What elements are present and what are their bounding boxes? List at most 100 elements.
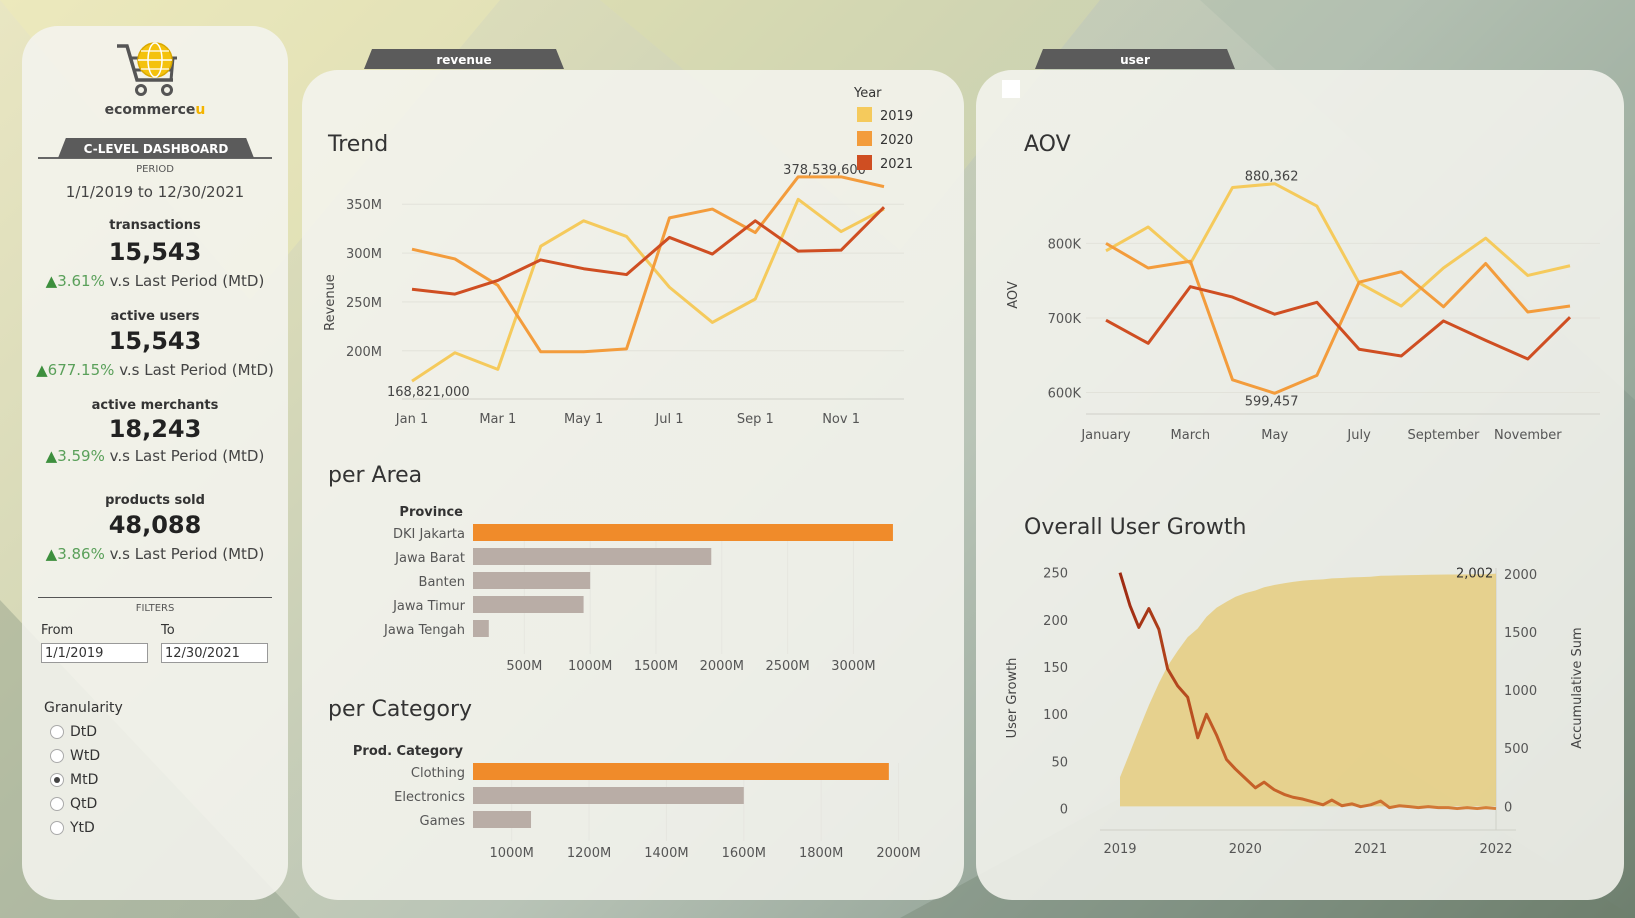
bar-electronics [473,787,744,804]
x-tick-label: 2000M [876,846,920,861]
y-axis-label: Revenue [323,274,338,331]
granularity-option-ytd[interactable]: YtD [50,818,95,838]
radio-icon [50,821,64,835]
series-line-2020 [1105,242,1571,395]
from-label: From [41,623,74,638]
kpi-label: products sold [105,493,205,508]
sidebar-panel [22,26,288,900]
filters-label: FILTERS [135,603,175,614]
radio-icon [50,725,64,739]
category-label: Clothing [411,766,465,781]
kpi-change-suffix: v.s Last Period (MtD) [109,272,265,290]
granularity-option-mtd[interactable]: MtD [50,770,98,790]
filters-divider [38,597,272,598]
checkbox-icon[interactable] [1002,80,1020,98]
kpi-label: active users [110,309,200,324]
granularity-option-dtd[interactable]: DtD [50,722,97,742]
y2-tick-label: 2000 [1504,568,1537,583]
x-tick-label: January [1080,428,1131,443]
bar-games [473,811,532,828]
x-tick-label: July [1346,428,1371,443]
kpi-change: ▲3.86% v.s Last Period (MtD) [22,545,288,563]
y2-tick-label: 1000 [1504,684,1537,699]
series-line-2019 [411,197,885,383]
x-tick-label: September [1408,428,1481,443]
y-tick-label: 200 [1043,614,1068,629]
x-tick-label: 2022 [1479,842,1512,857]
aov-chart: 600K 700K 800K AOV January March May July Septem… [1006,170,1600,443]
legend-label: 2019 [880,109,913,124]
radio-selected-icon [50,773,64,787]
max-annotation: 880,362 [1245,170,1299,185]
tab-revenue[interactable]: revenue [364,49,564,69]
y2-tick-label: 0 [1504,800,1512,815]
category-label: Jawa Timur [392,599,466,614]
radio-icon [50,797,64,811]
y2-tick-label: 1500 [1504,626,1537,641]
cumulative-area [1120,573,1496,807]
period-label: PERIOD [136,164,174,175]
x-tick-label: 1000M [490,846,534,861]
kpi-label: transactions [109,218,201,233]
x-tick-label: 2020 [1229,842,1262,857]
to-label: To [161,623,175,638]
series-line-2021 [411,206,886,296]
x-tick-label: 2019 [1103,842,1136,857]
bar-jawa-tengah [473,620,489,637]
y-tick-label: 200M [346,345,382,360]
brand-name-suffix: u [195,102,206,118]
x-tick-label: Mar 1 [479,412,516,427]
x-tick-label: 1200M [567,846,611,861]
kpi-value: 48,088 [108,511,202,539]
to-date-input[interactable]: 12/30/2021 [161,643,268,663]
x-tick-label: 2000M [700,659,744,674]
y-tick-label: 700K [1048,312,1082,327]
kpi-label: active merchants [91,398,219,413]
kpi-products-sold: products sold 48,088 ▲3.86% v.s Last Per… [22,487,288,567]
from-date-input[interactable]: 1/1/2019 [41,643,148,663]
series-line-2020 [411,175,885,354]
user-growth-chart: 0 50 100 150 200 250 0 500 1000 1500 2000 User Grow… [1005,567,1585,857]
legend-swatch [857,155,872,170]
trend-chart: 200M 250M 300M 350M Revenue Jan 1 Mar 1 May 1 Ju… [323,86,913,427]
kpi-value: 15,543 [108,238,202,266]
per-area-title: per Area [328,463,423,488]
granularity-option-label: DtD [70,724,98,740]
y-tick-label: 350M [346,198,382,213]
up-triangle-icon: ▲ [36,361,48,379]
trend-title: Trend [328,132,389,157]
y-tick-label: 100 [1043,708,1068,723]
kpi-change: ▲3.59% v.s Last Period (MtD) [22,447,288,465]
period-value: 1/1/2019 to 12/30/2021 [65,183,245,201]
granularity-option-qtd[interactable]: QtD [50,794,97,814]
x-tick-label: Sep 1 [737,412,774,427]
granularity-option-label: YtD [70,820,95,836]
brand-name: ecommerceu [22,102,288,118]
column-header: Province [399,505,463,520]
y-tick-label: 50 [1051,755,1068,770]
column-header: Prod. Category [353,744,464,759]
kpi-value: 15,543 [108,327,202,355]
granularity-option-label: MtD [70,772,99,788]
radio-icon [50,749,64,763]
brand-name-prefix: ecommerce [104,102,196,118]
kpi-change-suffix: v.s Last Period (MtD) [109,447,265,465]
x-tick-label: March [1171,428,1211,443]
y2-axis-label: Accumulative Sum [1570,627,1585,748]
tab-user[interactable]: user [1035,49,1235,69]
category-label: Jawa Tengah [383,623,465,638]
x-tick-label: 1400M [644,846,688,861]
bar-jawa-timur [473,596,584,613]
x-tick-label: 2021 [1354,842,1387,857]
x-tick-label: May [1261,428,1288,443]
up-triangle-icon: ▲ [45,545,58,563]
user-growth-title: Overall User Growth [1024,515,1247,540]
kpi-change-pct: 3.86% [57,545,105,563]
kpi-change: ▲677.15% v.s Last Period (MtD) [22,361,288,379]
kpi-change-pct: 3.59% [57,447,105,465]
granularity-option-wtd[interactable]: WtD [50,746,100,766]
y-tick-label: 800K [1048,237,1082,252]
dashboard-title-underline [38,157,272,159]
x-tick-label: November [1494,428,1562,443]
per-category-chart: 1000M 1200M 1400M 1600M 1800M 2000M Prod. Cate… [353,744,921,861]
